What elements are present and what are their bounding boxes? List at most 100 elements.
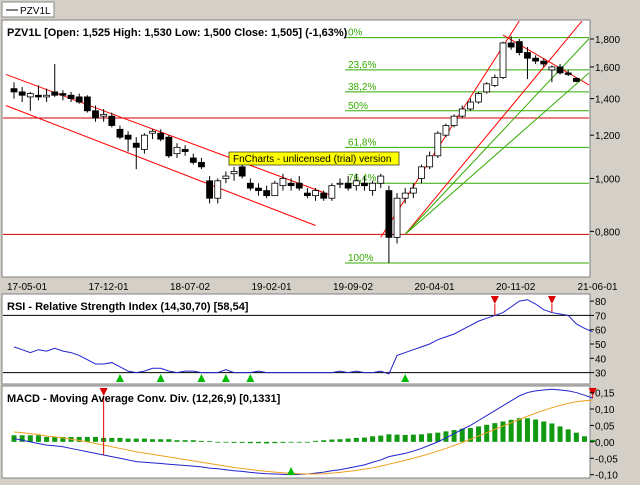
candle-body: [556, 66, 564, 74]
candle-body: [442, 125, 450, 136]
candle-body: [352, 180, 360, 187]
macd-histogram-bar: [280, 441, 286, 443]
candle-body: [165, 136, 173, 157]
macd-histogram-bar: [419, 434, 424, 442]
x-tick-label: 20-11-02: [496, 282, 536, 293]
symbol-tab[interactable]: [1, 1, 55, 18]
macd-histogram-bar: [166, 439, 172, 442]
rsi-y-tick-label: 30: [595, 369, 607, 380]
buy-signal-marker: [221, 374, 230, 382]
macd-histogram-bar: [394, 434, 400, 442]
macd-histogram-bar: [313, 440, 319, 442]
macd-histogram-bar: [516, 418, 522, 442]
trend-line: [404, 21, 583, 235]
macd-histogram-bar: [296, 441, 302, 443]
fib-level-label: 38,2%: [348, 82, 376, 93]
trend-line: [404, 37, 589, 235]
price-y-tick-label: 1,000: [595, 174, 620, 185]
buy-signal-marker: [115, 374, 124, 382]
macd-y-tick-label: 0,15: [595, 389, 615, 400]
macd-histogram-bar: [533, 419, 539, 442]
candle-body: [475, 93, 482, 103]
macd-histogram-bar: [410, 434, 416, 442]
macd-y-tick-label: 0,10: [595, 405, 615, 416]
x-tick-label: 17-12-01: [89, 282, 129, 293]
candle-body: [149, 130, 156, 134]
macd-histogram-bar: [345, 438, 351, 442]
candle-body: [206, 180, 214, 199]
candle-body: [92, 110, 99, 119]
sell-signal-marker: [588, 388, 597, 396]
price-chart: 0% 23,6% 38,2% 50% 61,8% 76,4% 100%: [3, 21, 589, 264]
candle-body: [75, 96, 83, 103]
macd-y-tick-label: 0,00: [595, 438, 615, 449]
candle-body: [157, 132, 165, 140]
candle-body: [524, 52, 531, 59]
rsi-y-tick-label: 60: [595, 326, 607, 337]
macd-histogram-bar: [582, 436, 587, 442]
macd-histogram-bar: [402, 434, 408, 442]
rsi-y-tick-label: 40: [595, 354, 607, 365]
macd-histogram-bar: [361, 437, 367, 442]
macd-histogram-bar: [443, 431, 449, 442]
macd-histogram-bar: [321, 440, 327, 442]
candle-body: [385, 190, 393, 238]
macd-histogram-bar: [565, 429, 571, 442]
macd-histogram-bar: [231, 441, 237, 443]
x-tick-label: 17-05-01: [7, 282, 47, 293]
candle-body: [83, 96, 91, 112]
rsi-line: [13, 299, 593, 375]
candle-body: [132, 142, 140, 148]
macd-histogram-bar: [337, 439, 343, 442]
buy-signal-marker: [401, 374, 410, 382]
candle-body: [279, 178, 287, 187]
macd-histogram-bar: [256, 441, 261, 444]
candle-body: [295, 182, 303, 189]
candle-body: [401, 192, 409, 199]
macd-histogram-bar: [459, 428, 465, 442]
buy-signal-marker: [287, 467, 296, 475]
macd-histogram-bar: [435, 432, 441, 442]
candle-body: [450, 115, 458, 126]
x-tick-label: 20-04-01: [415, 282, 455, 293]
candle-body: [426, 155, 434, 168]
candle-body: [466, 101, 474, 110]
macd-y-tick-label: -0,10: [595, 471, 618, 480]
x-tick-label: 19-09-02: [333, 282, 373, 293]
macd-histogram-bar: [44, 436, 50, 442]
candle-body: [10, 88, 18, 93]
macd-histogram-bar: [467, 428, 473, 442]
macd-histogram-bar: [133, 438, 139, 442]
macd-histogram-bar: [35, 435, 41, 442]
macd-histogram-bar: [451, 430, 457, 442]
rsi-y-tick-label: 80: [595, 297, 607, 308]
candle-body: [26, 93, 34, 98]
candle-body: [458, 108, 466, 117]
candle-body: [507, 42, 515, 48]
macd-histogram-bar: [427, 433, 433, 442]
watermark-text: FnCharts - unlicensed (trial) version: [233, 154, 391, 165]
candle-body: [51, 91, 59, 96]
candle-body: [532, 57, 539, 62]
macd-histogram-bar: [239, 441, 245, 443]
x-tick-label: 21-06-01: [578, 282, 618, 293]
macd-histogram-bar: [52, 436, 58, 442]
candle-body: [483, 83, 491, 93]
fib-level-label: 23,6%: [348, 60, 376, 71]
fib-level-label: 0%: [348, 28, 363, 39]
macd-signal-line: [13, 399, 593, 475]
rsi-panel: [1, 293, 591, 385]
candle-body: [572, 77, 580, 82]
watermark-box: [228, 151, 400, 166]
macd-histogram-bar: [590, 439, 596, 442]
candle-body: [43, 94, 50, 98]
macd-histogram-bar: [215, 441, 221, 443]
candle-body: [35, 94, 42, 98]
buy-signal-marker: [197, 374, 206, 382]
macd-histogram-bar: [190, 440, 196, 442]
fib-level-label: 61,8%: [348, 137, 376, 148]
candle-body: [328, 185, 336, 199]
candle-body: [238, 166, 246, 177]
candle-body: [173, 146, 181, 155]
